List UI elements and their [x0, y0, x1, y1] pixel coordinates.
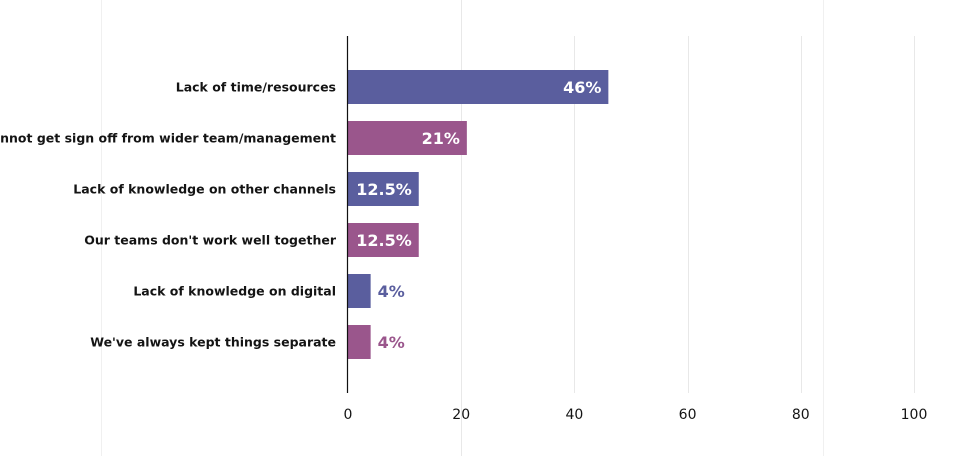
category-label-6: We've always kept things separate — [90, 335, 336, 350]
category-label-3: Lack of knowledge on other channels — [73, 182, 336, 197]
category-label-1: Lack of time/resources — [176, 80, 336, 95]
data-label-2: 21% — [422, 129, 460, 148]
x-tick-60: 60 — [679, 407, 697, 423]
bar-4 — [348, 223, 419, 257]
data-label-5: 4% — [378, 282, 405, 301]
x-tick-80: 80 — [792, 407, 810, 423]
category-label-5: Lack of knowledge on digital — [133, 284, 336, 299]
gridlines — [101, 0, 915, 456]
data-labels: 46% 21% 12.5% 12.5% 4% 4% — [356, 78, 601, 352]
x-tick-0: 0 — [344, 407, 353, 423]
bar-2 — [348, 121, 467, 155]
bar-3 — [348, 172, 419, 206]
x-tick-40: 40 — [565, 407, 583, 423]
bar-6 — [348, 325, 371, 359]
bar-1 — [348, 70, 609, 104]
data-label-3: 12.5% — [356, 180, 412, 199]
data-label-4: 12.5% — [356, 231, 412, 250]
x-tick-100: 100 — [901, 407, 928, 423]
data-label-6: 4% — [378, 333, 405, 352]
x-tick-labels: 0 20 40 60 80 100 — [344, 407, 928, 423]
bars — [348, 70, 609, 359]
category-label-2: Cannot get sign off from wider team/mana… — [0, 131, 336, 146]
category-label-4: Our teams don't work well together — [84, 233, 337, 248]
category-labels: Lack of time/resources Cannot get sign of… — [0, 80, 337, 350]
bar-5 — [348, 274, 371, 308]
x-tick-20: 20 — [452, 407, 470, 423]
data-label-1: 46% — [563, 78, 601, 97]
